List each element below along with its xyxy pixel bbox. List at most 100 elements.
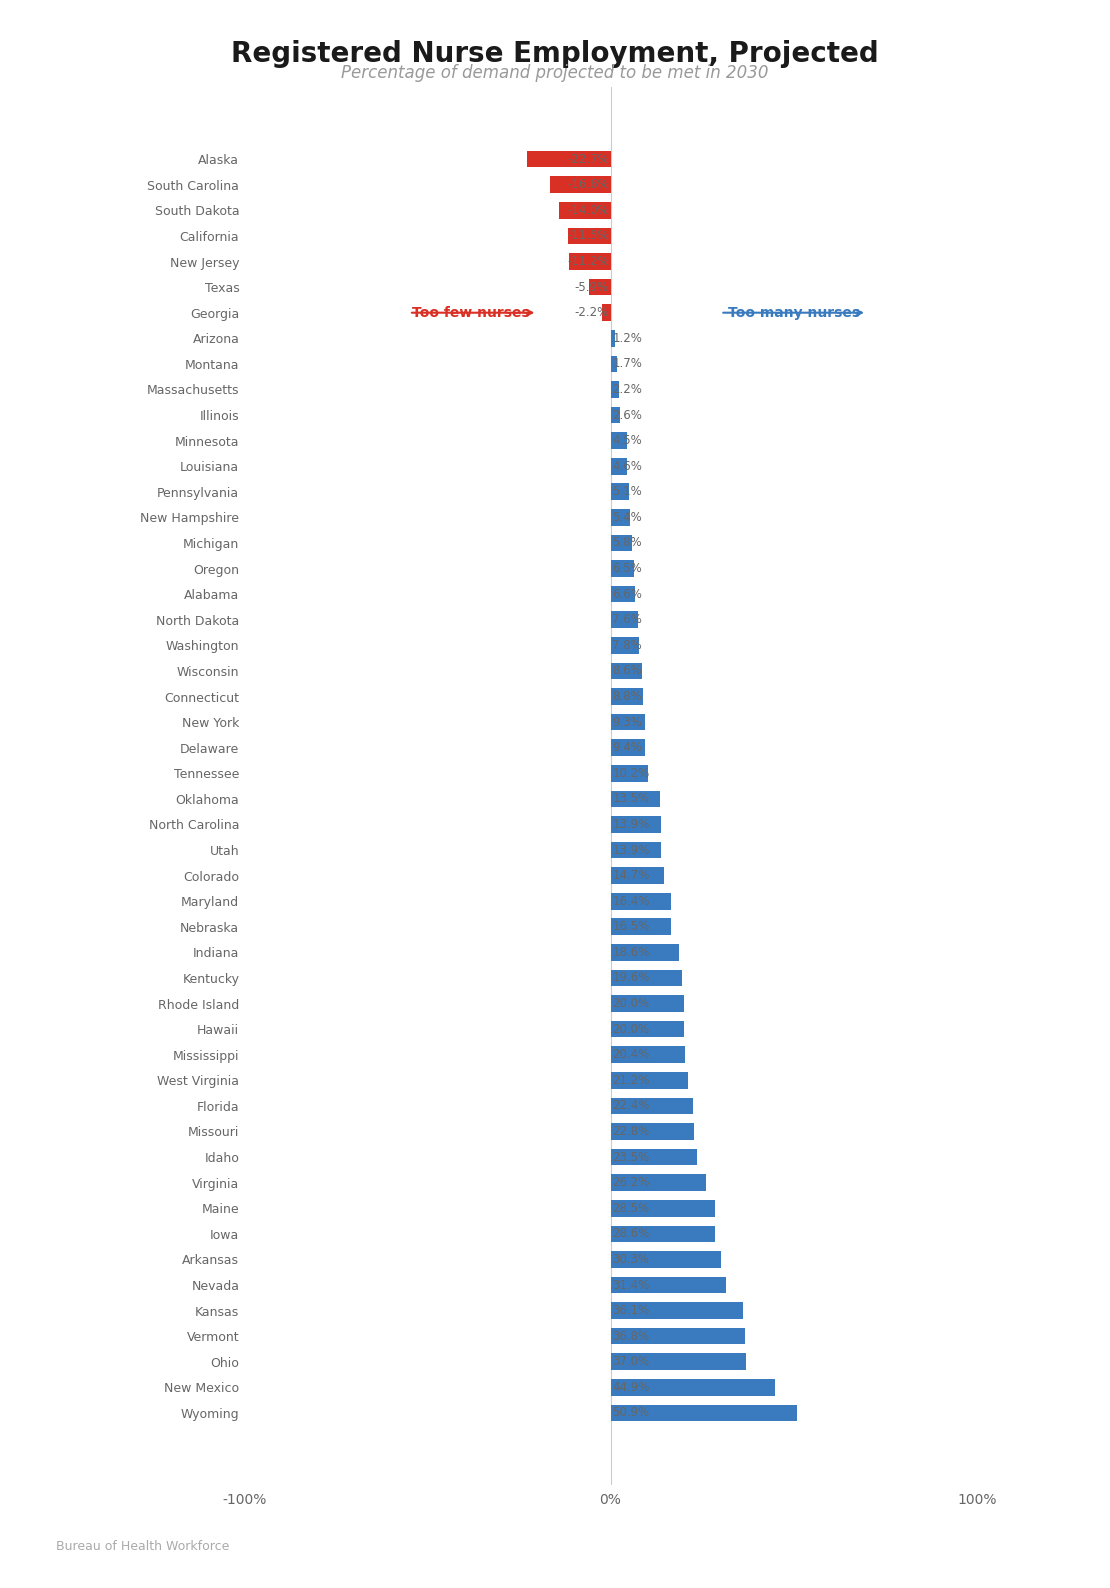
Bar xyxy=(610,996,684,1012)
Bar xyxy=(610,1148,697,1166)
Text: Too many nurses: Too many nurses xyxy=(728,306,860,319)
Text: 36.8%: 36.8% xyxy=(613,1329,649,1343)
Bar xyxy=(610,765,648,781)
Text: 16.4%: 16.4% xyxy=(613,894,649,908)
Text: 21.2%: 21.2% xyxy=(613,1073,649,1086)
Text: Too few nurses: Too few nurses xyxy=(412,306,529,319)
Bar xyxy=(549,176,611,194)
Bar xyxy=(610,867,665,885)
Bar xyxy=(610,1175,706,1191)
Text: 1.2%: 1.2% xyxy=(613,332,643,345)
Bar xyxy=(610,740,645,756)
Text: 16.5%: 16.5% xyxy=(613,921,649,934)
Bar xyxy=(610,1046,685,1062)
Bar xyxy=(610,918,670,935)
Bar xyxy=(610,1201,715,1216)
Bar xyxy=(559,202,611,219)
Bar xyxy=(610,510,630,526)
Bar xyxy=(610,637,639,654)
Bar xyxy=(610,356,617,372)
Text: 9.4%: 9.4% xyxy=(613,742,643,754)
Bar xyxy=(610,1123,694,1140)
Text: 22.8%: 22.8% xyxy=(613,1124,649,1139)
Bar xyxy=(610,1302,743,1320)
Text: Registered Nurse Employment, Projected: Registered Nurse Employment, Projected xyxy=(231,40,879,68)
Text: 37.0%: 37.0% xyxy=(613,1355,649,1369)
Text: 26.2%: 26.2% xyxy=(613,1177,649,1189)
Bar xyxy=(610,816,662,832)
Text: 5.8%: 5.8% xyxy=(613,537,642,549)
Text: -14.0%: -14.0% xyxy=(567,203,608,218)
Text: 20.0%: 20.0% xyxy=(613,1023,649,1035)
Bar xyxy=(610,586,635,602)
Bar xyxy=(610,611,638,629)
Bar xyxy=(610,713,645,730)
Bar xyxy=(610,330,615,346)
Text: 10.2%: 10.2% xyxy=(613,767,649,780)
Bar xyxy=(610,407,620,424)
Bar xyxy=(589,279,611,295)
Text: 13.9%: 13.9% xyxy=(613,843,649,856)
Text: 1.7%: 1.7% xyxy=(613,357,643,370)
Text: 8.6%: 8.6% xyxy=(613,664,642,678)
Text: 19.6%: 19.6% xyxy=(613,972,649,985)
Text: -11.2%: -11.2% xyxy=(567,256,608,268)
Text: 22.4%: 22.4% xyxy=(613,1099,649,1113)
Text: 9.3%: 9.3% xyxy=(613,716,642,729)
Bar xyxy=(610,791,660,807)
Text: 31.4%: 31.4% xyxy=(613,1278,649,1291)
Text: 13.5%: 13.5% xyxy=(613,792,649,805)
Text: 8.8%: 8.8% xyxy=(613,691,642,703)
Text: 13.9%: 13.9% xyxy=(613,818,649,831)
Text: 23.5%: 23.5% xyxy=(613,1151,649,1164)
Text: 20.0%: 20.0% xyxy=(613,997,649,1010)
Bar xyxy=(569,252,611,270)
Bar xyxy=(610,1277,726,1293)
Text: -16.6%: -16.6% xyxy=(567,178,608,191)
Text: 5.1%: 5.1% xyxy=(613,486,642,499)
Bar xyxy=(610,970,683,986)
Text: 4.6%: 4.6% xyxy=(613,459,643,473)
Bar xyxy=(610,1097,693,1115)
Bar xyxy=(610,1328,745,1345)
Text: -22.7%: -22.7% xyxy=(567,152,608,165)
Bar xyxy=(610,535,632,551)
Bar xyxy=(610,483,629,500)
Bar xyxy=(610,1251,722,1267)
Bar xyxy=(610,1378,775,1396)
Text: 7.6%: 7.6% xyxy=(613,613,643,626)
Bar xyxy=(610,432,627,449)
Bar xyxy=(610,561,634,576)
Bar xyxy=(610,381,618,397)
Bar xyxy=(568,227,611,245)
Text: 2.2%: 2.2% xyxy=(613,383,643,395)
Text: 2.6%: 2.6% xyxy=(613,408,643,421)
Bar xyxy=(610,1405,797,1421)
Text: Bureau of Health Workforce: Bureau of Health Workforce xyxy=(56,1540,229,1553)
Bar xyxy=(527,151,611,167)
Bar xyxy=(603,305,610,321)
Text: 14.7%: 14.7% xyxy=(613,869,649,881)
Bar xyxy=(610,1072,688,1089)
Text: 28.5%: 28.5% xyxy=(613,1202,649,1215)
Text: 4.5%: 4.5% xyxy=(613,434,642,448)
Text: 5.4%: 5.4% xyxy=(613,511,642,524)
Bar xyxy=(610,688,643,705)
Text: 44.9%: 44.9% xyxy=(613,1382,649,1394)
Text: 50.9%: 50.9% xyxy=(613,1407,649,1420)
Text: 20.4%: 20.4% xyxy=(613,1048,649,1061)
Text: 18.6%: 18.6% xyxy=(613,946,649,959)
Bar xyxy=(610,892,670,910)
Bar xyxy=(610,1021,684,1037)
Text: Percentage of demand projected to be met in 2030: Percentage of demand projected to be met… xyxy=(341,64,769,81)
Text: 7.8%: 7.8% xyxy=(613,638,642,651)
Text: 6.5%: 6.5% xyxy=(613,562,642,575)
Text: 6.6%: 6.6% xyxy=(613,588,643,600)
Text: -5.9%: -5.9% xyxy=(575,281,608,294)
Bar xyxy=(610,457,627,475)
Bar xyxy=(610,1226,715,1242)
Text: -2.2%: -2.2% xyxy=(574,306,608,319)
Text: 30.3%: 30.3% xyxy=(613,1253,649,1266)
Bar xyxy=(610,662,642,680)
Text: 28.6%: 28.6% xyxy=(613,1228,649,1240)
